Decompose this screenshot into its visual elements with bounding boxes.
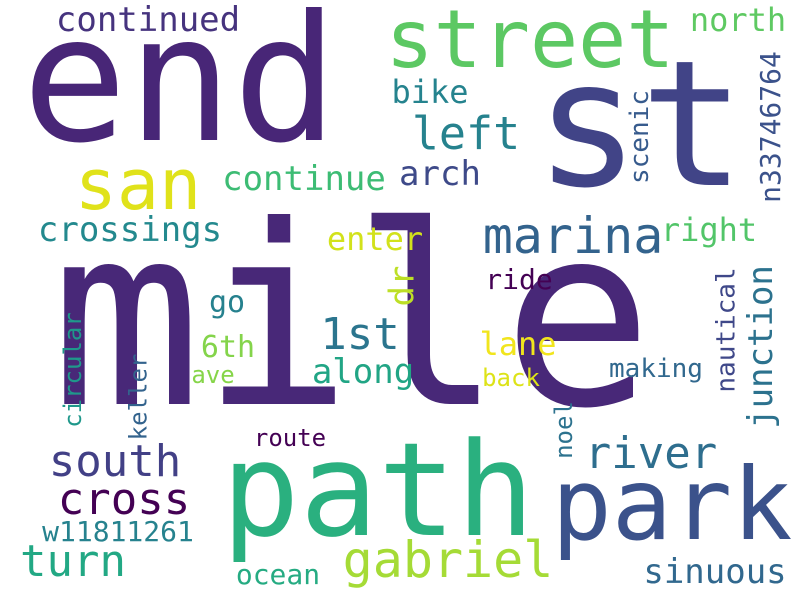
word-turn: turn bbox=[20, 536, 126, 587]
word-ave: ave bbox=[191, 361, 235, 389]
word-continue: continue bbox=[222, 159, 386, 199]
word-right: right bbox=[660, 211, 758, 249]
word-river: river bbox=[584, 428, 718, 479]
word-scenic: scenic bbox=[624, 90, 655, 184]
word-north: north bbox=[689, 1, 787, 39]
word-ride: ride bbox=[485, 263, 553, 296]
word-sinuous: sinuous bbox=[643, 552, 787, 592]
word-nautical: nautical bbox=[711, 267, 742, 393]
word-6th: 6th bbox=[200, 330, 256, 365]
word-along: along bbox=[311, 352, 415, 392]
word-circular: circular bbox=[59, 312, 87, 428]
word-junction: junction bbox=[740, 265, 781, 429]
word-route: route bbox=[253, 424, 327, 452]
word-st: st bbox=[534, 23, 746, 227]
word-1st: 1st bbox=[320, 309, 400, 360]
word-go: go bbox=[208, 285, 246, 320]
word-gabriel: gabriel bbox=[342, 531, 554, 589]
word-lane: lane bbox=[479, 325, 557, 363]
word-arch: arch bbox=[399, 154, 481, 194]
word-dr: dr bbox=[381, 265, 422, 307]
word-mile: mile bbox=[50, 172, 654, 463]
word-bike: bike bbox=[391, 73, 469, 111]
word-making: making bbox=[609, 354, 703, 384]
word-keller: keller bbox=[123, 353, 152, 441]
word-noel: noel bbox=[549, 401, 578, 459]
word-marina: marina bbox=[482, 207, 664, 265]
word-cross: cross bbox=[57, 474, 191, 525]
word-street: street bbox=[385, 0, 675, 86]
word-end: end bbox=[21, 0, 339, 182]
word-w11811261: w11811261 bbox=[42, 515, 194, 548]
word-ocean: ocean bbox=[235, 558, 321, 591]
word-back: back bbox=[482, 364, 540, 392]
word-continued: continued bbox=[55, 0, 241, 40]
word-crossings: crossings bbox=[37, 210, 223, 250]
word-left: left bbox=[411, 106, 521, 160]
word-enter: enter bbox=[326, 220, 424, 258]
word-park: park bbox=[551, 446, 793, 563]
word-n33746764: n33746764 bbox=[754, 51, 787, 203]
word-san: san bbox=[74, 144, 202, 226]
word-south: south bbox=[48, 436, 182, 487]
word-path: path bbox=[221, 414, 535, 566]
